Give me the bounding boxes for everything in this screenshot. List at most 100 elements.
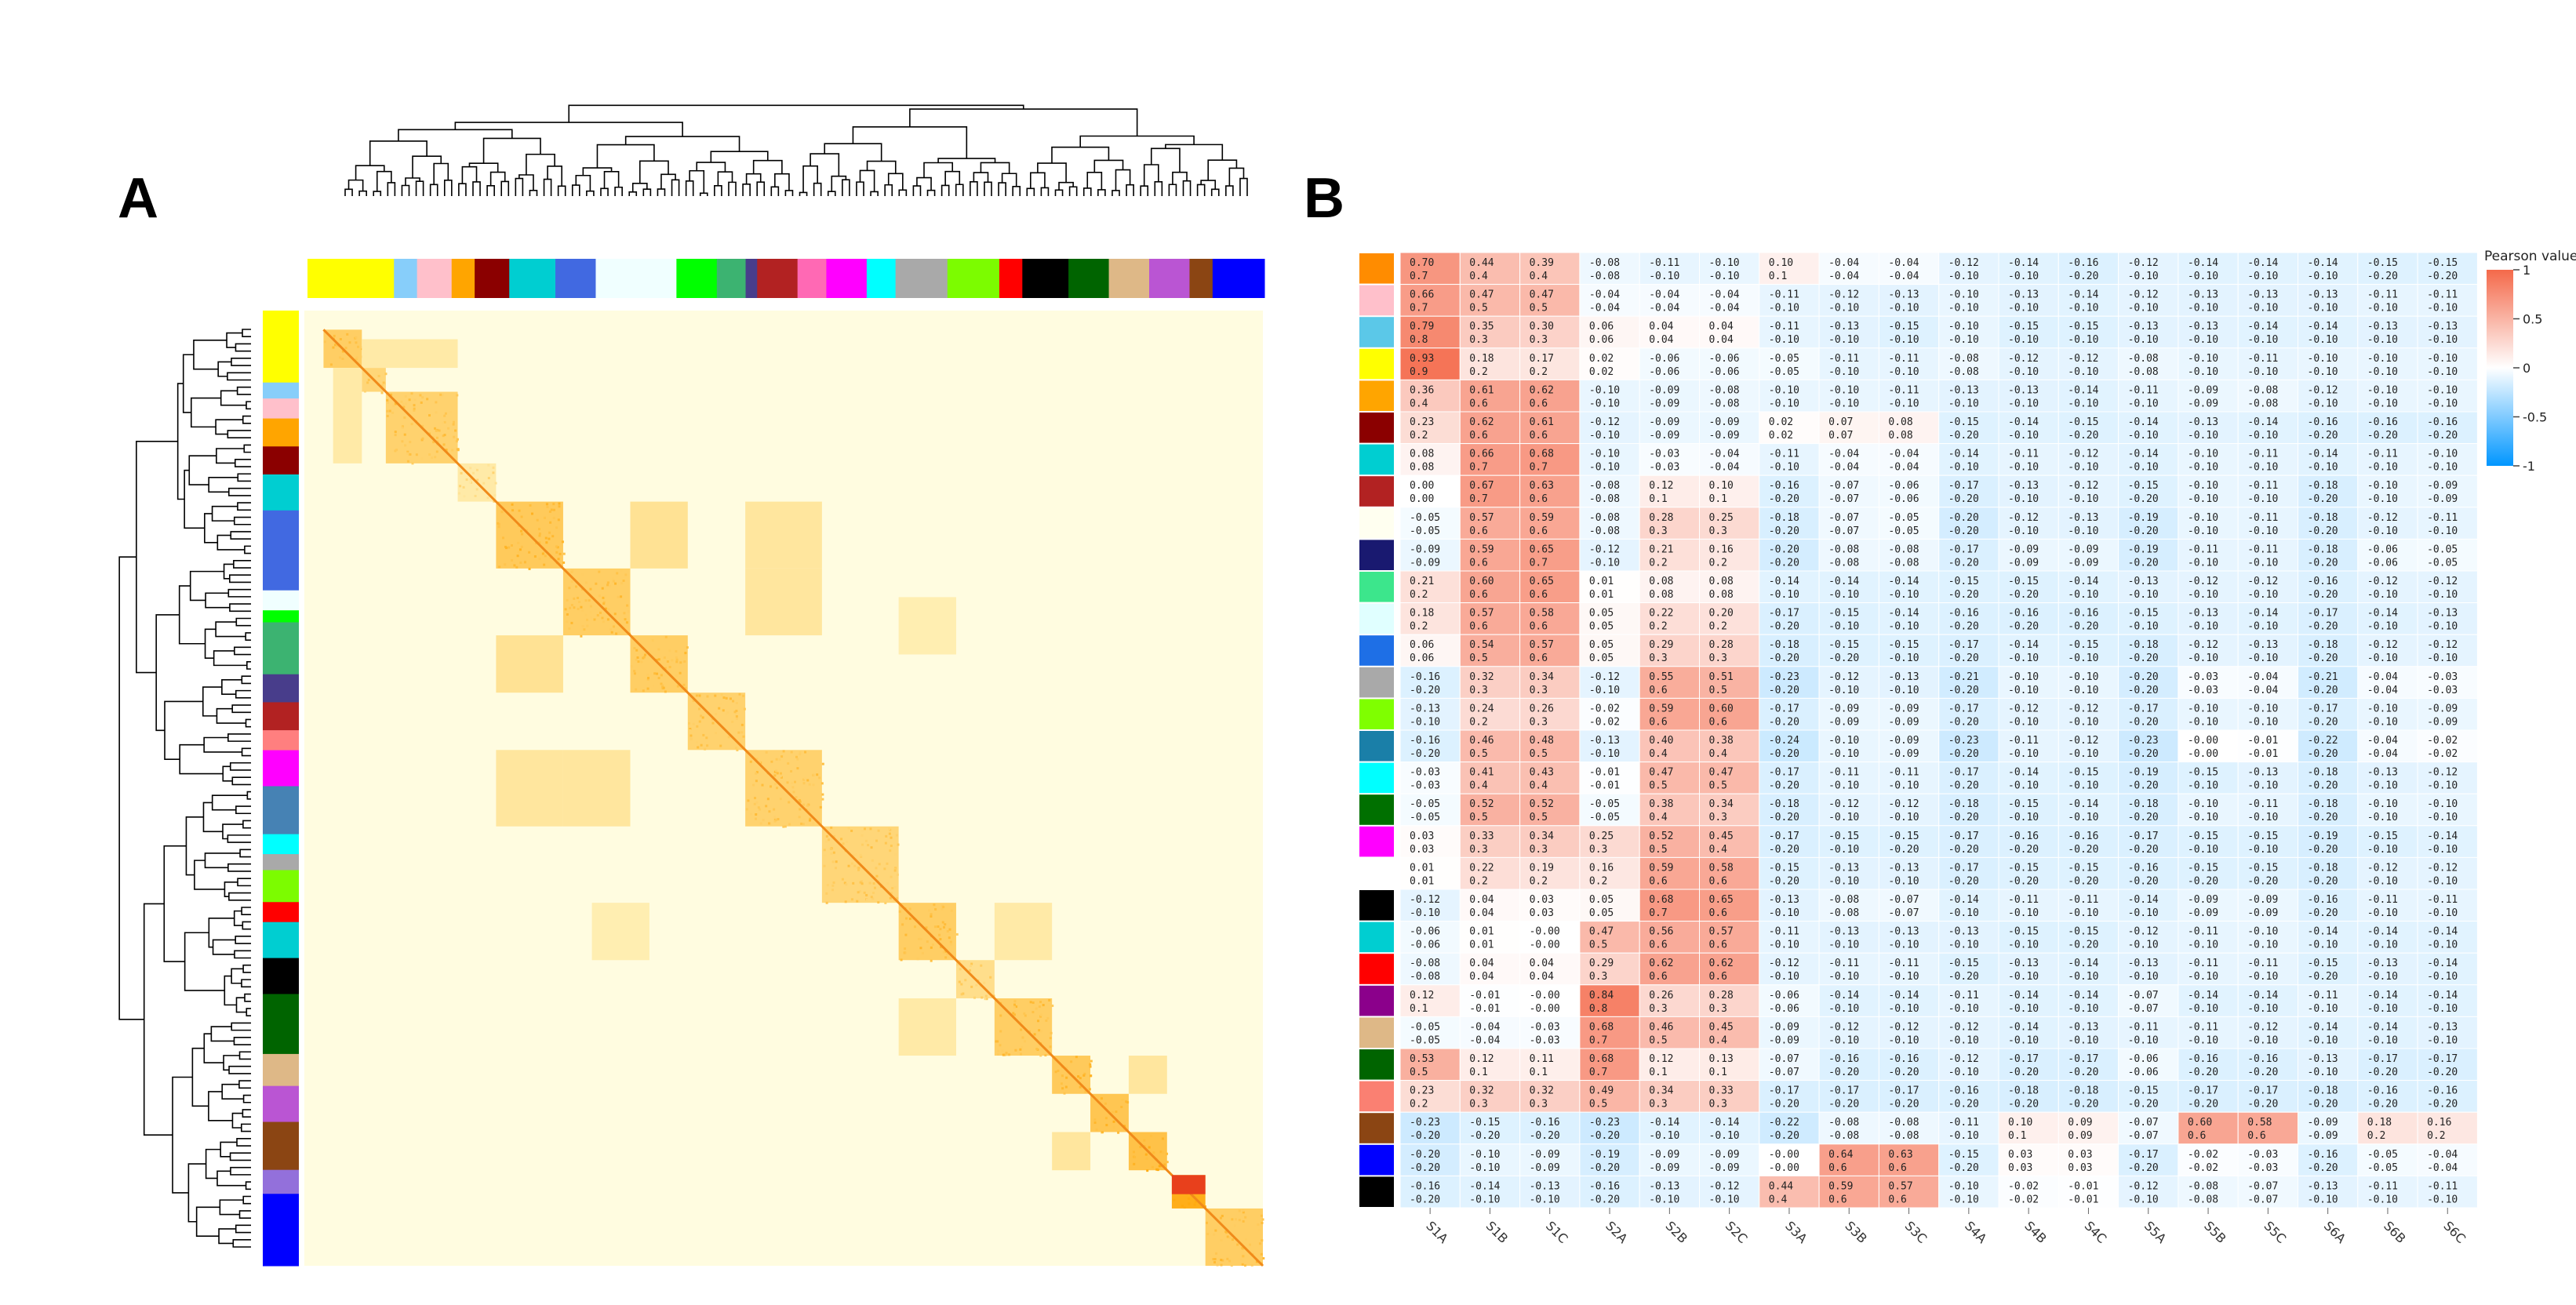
cell-p-value: -0.20 [2128,685,2159,696]
heatmap-cell [2237,666,2298,699]
cell-r-value: -0.03 [2427,671,2458,683]
top-dendrogram-branch [571,184,580,196]
heatmap-cell [2058,825,2119,858]
cell-r-value: -0.16 [1888,1053,1919,1065]
matrix-speckle [864,839,868,842]
cell-p-value: 0.5 [1649,1034,1667,1046]
matrix-speckle [394,402,397,405]
matrix-speckle [620,569,623,573]
matrix-speckle [601,587,604,590]
matrix-speckle [428,453,431,456]
left-dendrogram-branch [245,1181,251,1190]
matrix-speckle [779,775,782,778]
heatmap-cell [1399,666,1461,699]
matrix-offdiagonal-block [898,998,956,1056]
matrix-speckle [1019,1048,1022,1051]
matrix-speckle [545,503,548,506]
heatmap-cell [2058,762,2119,794]
cell-r-value: -0.12 [1828,1021,1859,1033]
left-dendrogram-branch [222,823,243,840]
cell-r-value: 0.68 [1649,894,1673,906]
cell-r-value: -0.15 [2068,416,2098,428]
matrix-speckle [938,933,941,936]
cell-p-value: -0.20 [1948,971,1979,983]
top-dendrogram-branch [1172,171,1188,185]
top-dendrogram-branch [586,190,595,196]
cell-r-value: -0.17 [2128,703,2159,714]
matrix-speckle [498,565,501,569]
matrix-speckle [386,409,389,413]
heatmap-cell [1399,889,1461,922]
cell-r-value: -0.17 [1769,767,1799,779]
matrix-speckle [1126,1118,1129,1121]
cell-p-value: 0.06 [1410,652,1434,664]
matrix-speckle [401,426,404,429]
matrix-speckle [421,424,424,427]
left-color-segment [263,702,299,731]
cell-r-value: -0.11 [2008,894,2039,906]
cell-p-value: -0.10 [2188,493,2218,505]
heatmap-cell [1878,666,1940,699]
heatmap-cell [2118,315,2179,349]
matrix-speckle [847,864,850,867]
matrix-speckle [759,808,762,811]
legend-tick-label: 0.5 [2523,312,2542,327]
cell-r-value: -0.10 [2367,703,2398,714]
cell-r-value: -0.08 [1410,958,1440,969]
heatmap-cell [2118,666,2179,699]
matrix-speckle [950,943,953,946]
heatmap-cell [1399,507,1461,540]
top-dendrogram-branch [799,191,808,196]
cell-r-value: -0.10 [2008,671,2039,683]
cell-p-value: 0.6 [1888,1194,1906,1205]
top-dendrogram-branch [1126,184,1134,196]
matrix-speckle [1089,1074,1092,1078]
cell-p-value: 0.08 [1709,589,1734,601]
cell-p-value: -0.10 [2008,334,2039,346]
cell-p-value: -0.10 [2188,303,2218,314]
matrix-speckle [558,505,561,508]
cell-r-value: -0.04 [2367,671,2398,683]
cell-p-value: 0.6 [1530,398,1548,409]
heatmap-cell [1998,570,2059,604]
left-dendrogram-branch [208,477,238,493]
cell-p-value: -0.10 [2427,398,2458,409]
cell-p-value: -0.20 [2128,557,2159,569]
cell-p-value: -0.20 [2308,907,2338,919]
correlation-matrix-diagonal [322,329,1264,1267]
cell-r-value: 0.06 [1410,639,1434,651]
heatmap-cell [1938,762,1999,794]
heatmap-cell [1759,793,1820,827]
cell-r-value: -0.15 [2188,767,2218,779]
cell-r-value: -0.11 [2427,512,2458,524]
cell-r-value: -0.11 [2247,512,2278,524]
heatmap-cell [1399,1080,1461,1113]
matrix-speckle [828,863,831,867]
cell-r-value: -0.16 [2068,831,2098,842]
matrix-speckle [861,829,864,832]
heatmap-cell [1818,347,1879,380]
matrix-speckle [497,522,500,525]
cell-r-value: -0.11 [1888,353,1919,365]
matrix-speckle [779,772,782,775]
row-color-swatch [1359,1017,1394,1048]
matrix-speckle [377,374,380,377]
matrix-speckle [857,867,860,870]
matrix-speckle [500,511,504,514]
matrix-offdiagonal-block [591,903,649,961]
cell-r-value: -0.12 [1888,798,1919,810]
matrix-speckle [941,921,944,924]
cell-p-value: -0.10 [2427,525,2458,537]
cell-p-value: -0.01 [1589,780,1620,792]
matrix-speckle [380,391,384,394]
matrix-speckle [602,596,605,599]
cell-r-value: -0.21 [1948,671,1979,683]
cell-p-value: 0.2 [1709,557,1727,569]
matrix-speckle [1242,1255,1245,1258]
matrix-speckle [436,440,439,443]
matrix-speckle [516,554,519,558]
matrix-speckle [568,627,571,630]
cell-r-value: -0.09 [1828,703,1859,714]
matrix-speckle [341,350,344,353]
matrix-speckle [1261,1221,1264,1224]
